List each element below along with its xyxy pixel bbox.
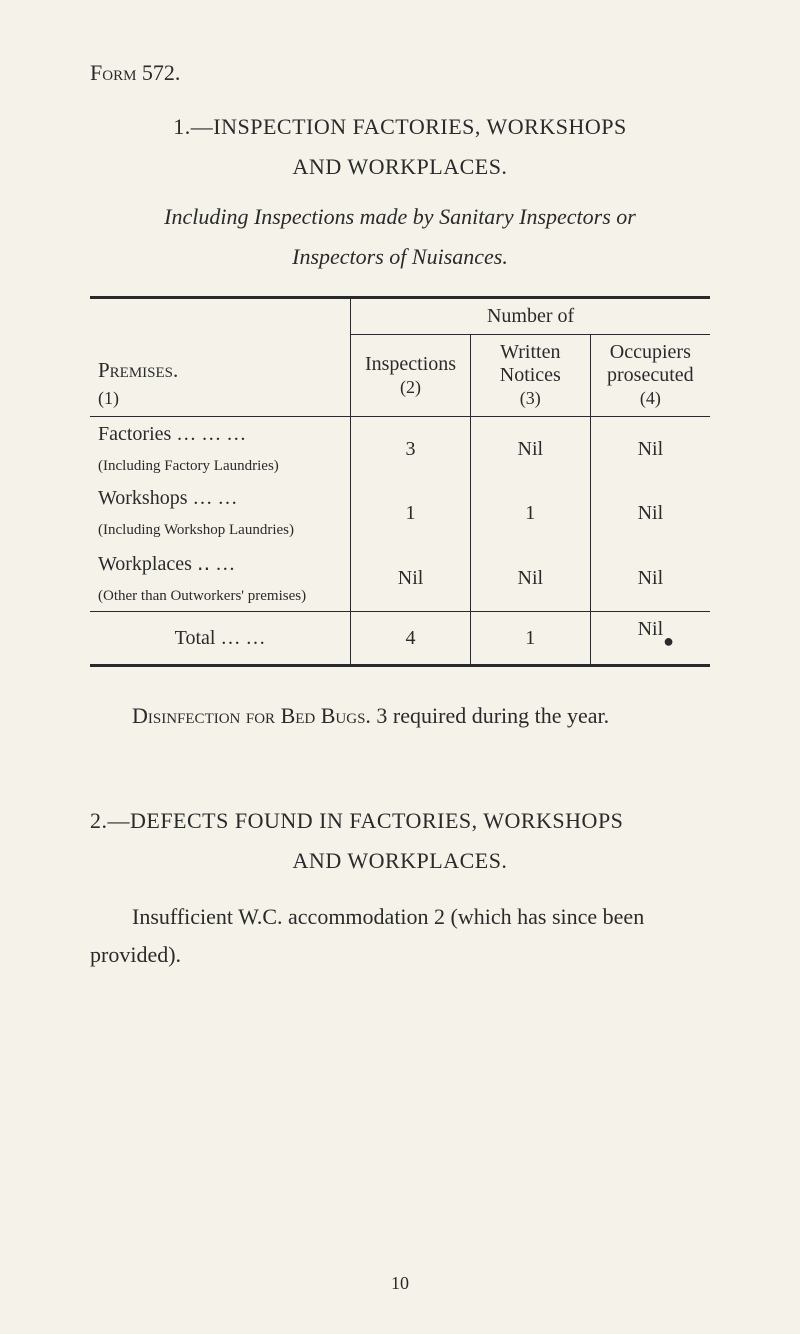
table-superheader-row: Number of bbox=[90, 298, 710, 335]
section2-title-line2: AND WORKPLACES. bbox=[90, 848, 710, 874]
inspections-header-cell: Inspections (2) bbox=[351, 335, 471, 417]
row-sublabel: (Including Factory Laundries) bbox=[90, 452, 351, 481]
table-row: Factories … … … 3 Nil Nil bbox=[90, 417, 710, 453]
row-c2: 1 bbox=[351, 481, 471, 545]
table-row: Workplaces ‥ … Nil Nil Nil bbox=[90, 545, 710, 582]
col4-number: (4) bbox=[640, 388, 661, 408]
row-c3: Nil bbox=[470, 417, 590, 482]
blank-cell bbox=[90, 298, 351, 335]
col3-number: (3) bbox=[520, 388, 541, 408]
row-c3: Nil bbox=[470, 545, 590, 612]
section1-subtitle-line2: Inspectors of Nuisances. bbox=[90, 244, 710, 270]
written-notices-header-cell: Written Notices (3) bbox=[470, 335, 590, 417]
row-c4: Nil bbox=[590, 417, 710, 482]
row-c2: Nil bbox=[351, 545, 471, 612]
number-of-header: Number of bbox=[351, 298, 710, 335]
row-c2: 3 bbox=[351, 417, 471, 482]
inspections-header: Inspections bbox=[365, 353, 456, 375]
page-number: 10 bbox=[90, 1273, 710, 1294]
total-c3: 1 bbox=[470, 612, 590, 666]
disinfection-rest: 3 required during the year. bbox=[371, 703, 609, 728]
disinfection-sc: Disinfection for Bed Bugs. bbox=[132, 703, 371, 728]
section1-title-line1: 1.—INSPECTION FACTORIES, WORKSHOPS bbox=[90, 114, 710, 140]
premises-header-cell: Premises. (1) bbox=[90, 335, 351, 417]
table-header-row: Premises. (1) Inspections (2) Written No… bbox=[90, 335, 710, 417]
written-notices-header: Written Notices bbox=[500, 341, 561, 386]
form-prefix: Form bbox=[90, 60, 136, 85]
row-label: Workplaces ‥ … bbox=[90, 545, 351, 582]
col1-number: (1) bbox=[98, 388, 119, 408]
total-c2: 4 bbox=[351, 612, 471, 666]
occupiers-header-cell: Occupiers prosecuted (4) bbox=[590, 335, 710, 417]
row-c4: Nil bbox=[590, 481, 710, 545]
disinfection-paragraph: Disinfection for Bed Bugs. 3 required du… bbox=[90, 697, 710, 734]
section1-subtitle-line1: Including Inspections made by Sanitary I… bbox=[90, 204, 710, 230]
total-c4: Nil ● bbox=[590, 612, 710, 666]
row-c4: Nil bbox=[590, 545, 710, 612]
table-row: Workshops … … 1 1 Nil bbox=[90, 481, 710, 516]
form-number: 572. bbox=[142, 60, 181, 85]
row-label: Workshops … … bbox=[90, 481, 351, 516]
spacer bbox=[90, 768, 710, 808]
col2-number: (2) bbox=[400, 377, 421, 397]
section2-title-line1: 2.—DEFECTS FOUND IN FACTORIES, WORKSHOPS bbox=[90, 808, 710, 834]
table-total-row: Total … … 4 1 Nil ● bbox=[90, 612, 710, 666]
section2-paragraph: Insufficient W.C. accommodation 2 (which… bbox=[90, 898, 710, 973]
row-sublabel: (Other than Outworkers' premises) bbox=[90, 582, 351, 612]
premises-header: Premises. bbox=[98, 358, 342, 383]
form-label: Form 572. bbox=[90, 60, 710, 86]
inspection-table: Number of Premises. (1) Inspections (2) … bbox=[90, 296, 710, 667]
row-label: Factories … … … bbox=[90, 417, 351, 453]
occupiers-header: Occupiers prosecuted bbox=[607, 341, 694, 386]
row-c3: 1 bbox=[470, 481, 590, 545]
row-sublabel: (Including Workshop Laundries) bbox=[90, 516, 351, 545]
total-c4-text: Nil bbox=[638, 618, 664, 640]
page-container: Form 572. 1.—INSPECTION FACTORIES, WORKS… bbox=[0, 0, 800, 1334]
total-label: Total … … bbox=[90, 612, 351, 666]
section1-title-line2: AND WORKPLACES. bbox=[90, 154, 710, 180]
